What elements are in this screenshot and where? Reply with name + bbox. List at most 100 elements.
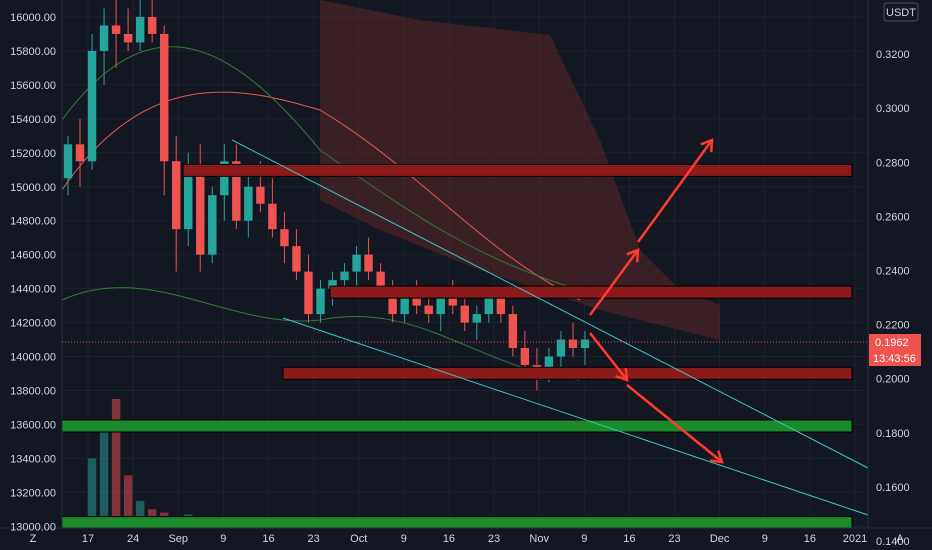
left-tick-label: 14400.00 <box>10 284 56 296</box>
candle-body <box>412 297 421 306</box>
candle-body <box>496 297 506 315</box>
left-axis-ticks: 16000.00 15800.00 15600.00 15400.00 15200.00… <box>10 12 56 533</box>
candle-body <box>292 246 301 272</box>
time-tick-label: 16 <box>804 533 816 545</box>
candle-body <box>484 297 494 315</box>
arrow-head <box>615 367 629 382</box>
candle-body <box>424 305 433 315</box>
time-tick-label: Dec <box>710 533 730 545</box>
candle-body <box>111 25 121 34</box>
projection-arrows <box>588 138 724 464</box>
candle-body <box>256 186 265 204</box>
lower-trendline <box>282 317 869 516</box>
countdown-label: 13:43:56 <box>873 353 916 365</box>
left-tick-label: 13600.00 <box>10 419 56 431</box>
time-tick-label: 23 <box>307 533 319 545</box>
candle-body <box>304 271 313 315</box>
candle-body <box>184 169 193 230</box>
right-tick-label: 0.1400 <box>876 536 910 548</box>
left-tick-label: 14000.00 <box>10 352 56 364</box>
time-tick-label: Oct <box>350 533 367 545</box>
time-tick-label: 9 <box>581 533 587 545</box>
left-axis-panel <box>0 0 62 550</box>
right-tick-label: 0.1800 <box>876 428 910 440</box>
volume-bar <box>135 500 145 528</box>
candle-body <box>232 161 241 221</box>
candle-body <box>244 186 253 221</box>
time-tick-label: 9 <box>401 533 407 545</box>
arrow-head <box>626 248 640 263</box>
right-tick-label: 0.2800 <box>876 157 910 169</box>
left-tick-label: 15600.00 <box>10 80 56 92</box>
support-zone <box>61 419 853 433</box>
left-tick-label: 14800.00 <box>10 216 56 228</box>
candle-body <box>544 356 554 374</box>
time-tick-label: Sep <box>168 533 188 545</box>
left-tick-label: 14200.00 <box>10 318 56 330</box>
currency-badge[interactable] <box>883 2 919 22</box>
resistance-zone <box>182 163 853 177</box>
candle-body <box>436 297 445 315</box>
candle-body <box>448 297 457 306</box>
right-tick-label: 0.2600 <box>876 211 910 223</box>
time-tick-label: 23 <box>668 533 680 545</box>
right-axis-panel <box>868 0 932 550</box>
resistance-zone <box>282 366 853 380</box>
candle-body <box>556 339 566 357</box>
right-tick-label: 0.1600 <box>876 482 910 494</box>
right-tick-label: 0.2000 <box>876 374 910 386</box>
left-tick-label: 15000.00 <box>10 182 56 194</box>
timezone-corner-label[interactable]: Z <box>30 533 37 545</box>
candle-body <box>147 16 157 34</box>
time-tick-label: 16 <box>443 533 455 545</box>
candle-body <box>460 305 469 323</box>
candle-body <box>340 271 349 281</box>
right-tick-label: 0.3200 <box>876 49 910 61</box>
left-tick-label: 13400.00 <box>10 453 56 465</box>
arrow-head <box>709 450 724 464</box>
arrow-shaft <box>589 332 628 381</box>
auto-scale-corner-label[interactable]: A <box>896 533 904 545</box>
arrow-shaft <box>626 384 723 463</box>
resistance-zone <box>329 285 853 299</box>
time-axis-ticks: 17 24 Sep 9 16 23 Oct 9 16 23 Nov 9 16 23 Dec 9 16 2021 <box>82 533 867 545</box>
left-tick-label: 13000.00 <box>10 521 56 533</box>
left-tick-label: 15400.00 <box>10 114 56 126</box>
arrow-shaft <box>588 249 640 316</box>
last-price-label: 0.1962 <box>875 337 909 349</box>
upper-trendline <box>231 139 869 469</box>
candle-body <box>75 144 85 162</box>
arrow-head <box>700 138 714 153</box>
right-axis-ticks: 0.3200 0.3000 0.2800 0.2600 0.2400 0.2200 0.20… <box>876 49 910 548</box>
left-tick-label: 15200.00 <box>10 148 56 160</box>
candles <box>63 0 590 391</box>
bollinger-upper-line <box>61 46 581 291</box>
zones <box>61 163 853 530</box>
volume-bar <box>123 475 133 528</box>
candle-body <box>520 348 530 366</box>
candle-body <box>280 229 289 247</box>
candle-body <box>63 144 73 179</box>
time-tick-label: 23 <box>488 533 500 545</box>
time-tick-label: 24 <box>127 533 139 545</box>
candle-body <box>364 254 373 272</box>
candle-body <box>316 288 325 315</box>
right-tick-label: 0.2200 <box>876 320 910 332</box>
time-tick-label: 9 <box>220 533 226 545</box>
ma-line-red <box>61 91 581 301</box>
currency-badge-label: USDT <box>886 7 916 19</box>
left-tick-label: 14600.00 <box>10 250 56 262</box>
candle-body <box>99 25 109 51</box>
candle-body <box>388 288 397 315</box>
candle-body <box>159 33 169 162</box>
left-tick-label: 15800.00 <box>10 46 56 58</box>
volume-bar <box>99 424 109 528</box>
candle-body <box>376 271 385 289</box>
time-axis-panel <box>0 528 932 550</box>
candle-body <box>208 195 217 255</box>
countdown-badge <box>869 350 921 366</box>
volume-bar <box>111 398 121 528</box>
volume-bar <box>87 458 97 528</box>
time-tick-label: Nov <box>529 533 549 545</box>
